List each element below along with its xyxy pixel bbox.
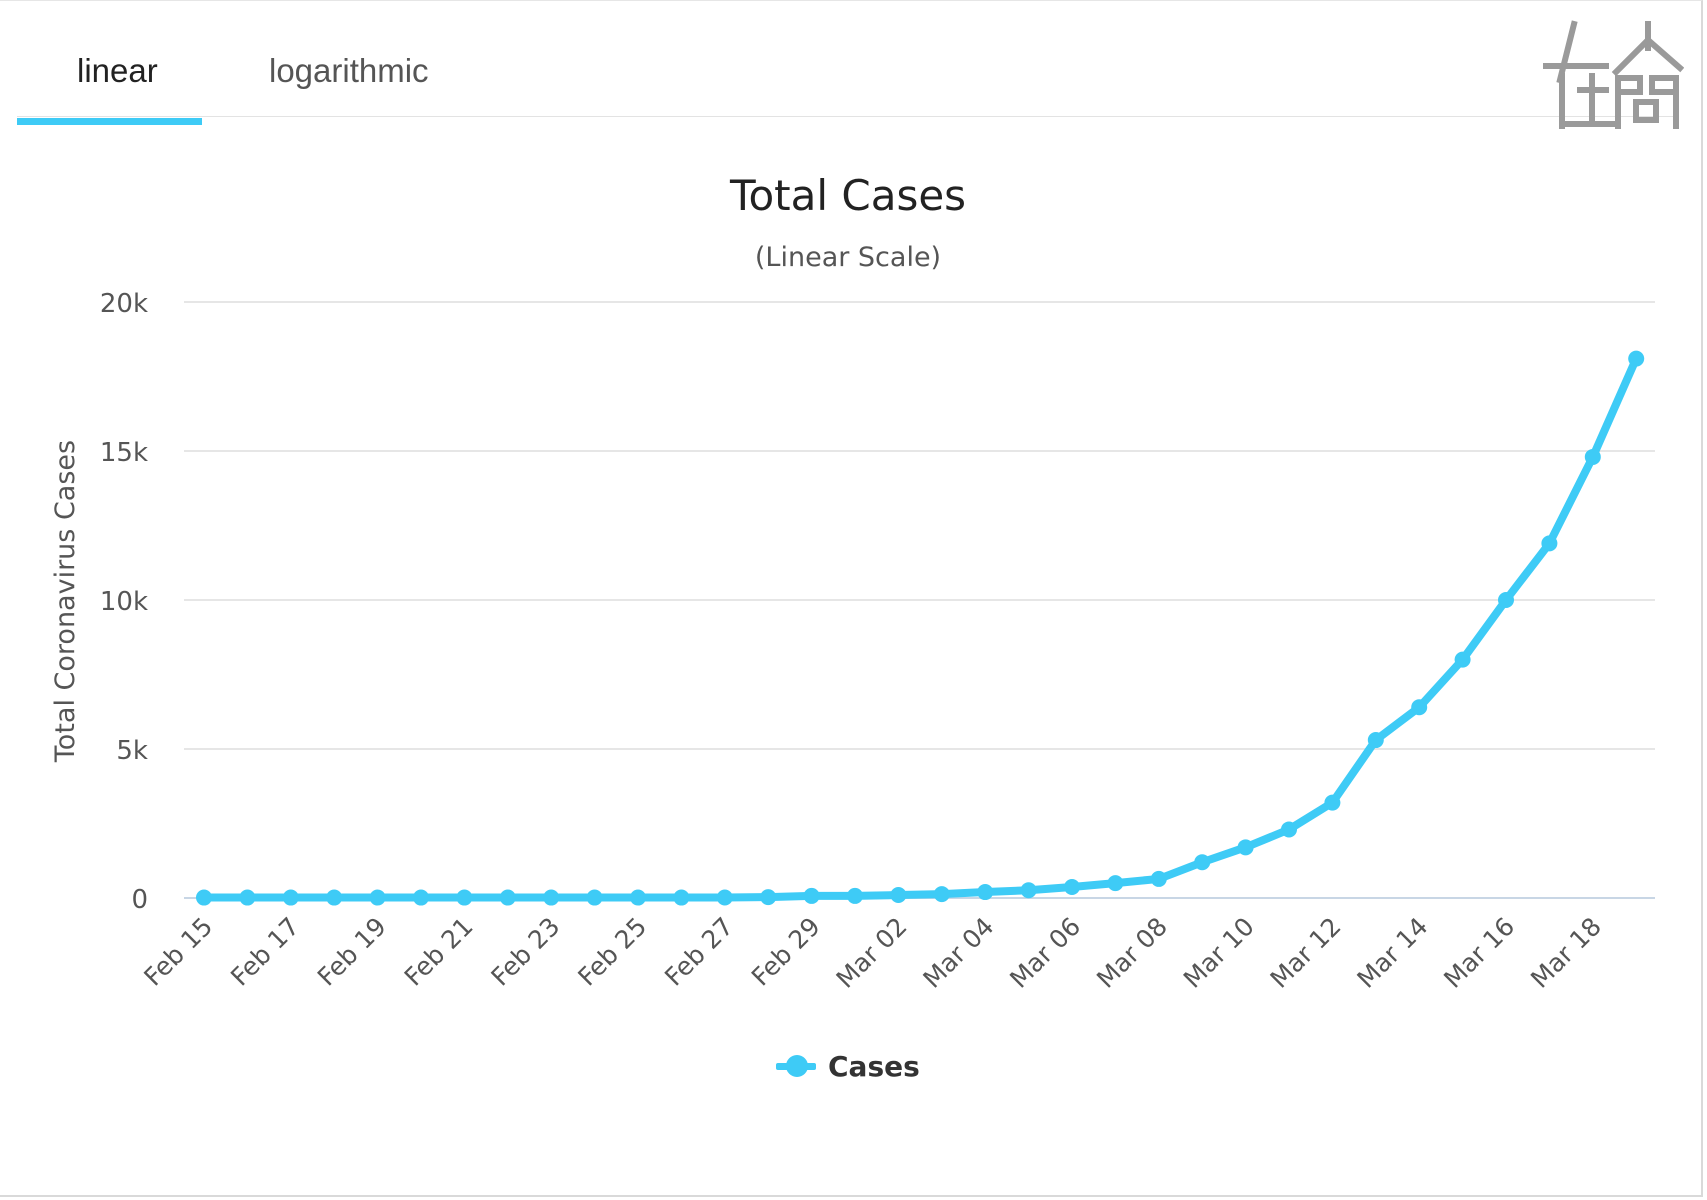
y-axis-title: Total Coronavirus Cases [50, 440, 81, 763]
series-line [200, 354, 1641, 902]
x-tick-label: Feb 21 [399, 912, 479, 992]
data-point[interactable] [1281, 821, 1297, 838]
tabs-divider [17, 116, 1677, 117]
x-axis-labels: Feb 15 Feb 17 Feb 19 Feb 21 Feb 23 Feb 25 Feb … [138, 912, 1607, 994]
y-axis-labels: 0 5k 10k 15k 20k [100, 289, 148, 915]
data-point[interactable] [1367, 732, 1384, 749]
logo-icon [1543, 20, 1685, 129]
data-point[interactable] [1150, 870, 1167, 887]
x-tick-label: Mar 14 [1351, 912, 1433, 994]
data-point[interactable] [1324, 794, 1341, 811]
data-point[interactable] [1628, 350, 1645, 367]
data-point[interactable] [196, 889, 212, 906]
data-point[interactable] [933, 886, 950, 903]
tab-linear[interactable]: linear [77, 52, 158, 89]
x-tick-label: Feb 25 [572, 912, 652, 992]
data-point[interactable] [1064, 878, 1080, 895]
y-tick-label: 15k [100, 438, 148, 468]
x-tick-label: Mar 02 [831, 912, 913, 994]
data-point[interactable] [977, 884, 994, 901]
x-tick-label: Feb 29 [746, 912, 826, 992]
data-point[interactable] [413, 889, 429, 906]
data-point[interactable] [760, 889, 777, 906]
active-tab-indicator [17, 118, 202, 125]
legend-label: Cases [828, 1049, 920, 1083]
data-point[interactable] [1411, 699, 1428, 716]
data-point[interactable] [1237, 839, 1254, 856]
grid-lines [184, 301, 1655, 899]
x-tick-label: Mar 16 [1438, 912, 1520, 994]
data-point[interactable] [847, 887, 863, 904]
x-tick-label: Feb 19 [312, 912, 392, 992]
x-tick-label: Mar 10 [1178, 912, 1260, 994]
tab-logarithmic[interactable]: logarithmic [269, 52, 429, 89]
data-point[interactable] [630, 889, 646, 906]
data-point[interactable] [716, 889, 733, 906]
data-point[interactable] [1584, 448, 1601, 465]
y-tick-label: 0 [131, 885, 148, 915]
data-point[interactable] [1498, 592, 1514, 608]
y-tick-label: 10k [100, 587, 148, 617]
x-tick-label: Feb 23 [486, 912, 566, 992]
data-point[interactable] [499, 889, 516, 906]
data-point[interactable] [1454, 651, 1471, 668]
y-tick-label: 20k [100, 289, 148, 319]
data-point[interactable] [890, 887, 907, 904]
data-point[interactable] [239, 889, 256, 906]
data-point[interactable] [1194, 854, 1211, 871]
data-point[interactable] [369, 889, 386, 906]
x-tick-label: Feb 27 [659, 912, 739, 992]
legend-marker-icon [776, 1055, 816, 1077]
watermark-logo [1540, 20, 1685, 130]
data-point[interactable] [1541, 535, 1558, 552]
x-tick-label: Mar 04 [917, 912, 999, 994]
chart-title: Total Cases [729, 171, 966, 220]
data-point[interactable] [282, 889, 299, 906]
data-point[interactable] [1020, 882, 1037, 899]
x-tick-label: Mar 18 [1525, 912, 1607, 994]
x-tick-label: Mar 12 [1265, 912, 1347, 994]
data-point[interactable] [456, 889, 473, 906]
x-tick-label: Mar 06 [1004, 912, 1086, 994]
legend-item-cases[interactable]: Cases [776, 1046, 920, 1086]
series-cases [196, 350, 1645, 906]
scale-tabs: linear logarithmic [17, 38, 1677, 126]
data-point[interactable] [543, 889, 560, 906]
x-tick-label: Feb 17 [225, 912, 305, 992]
x-tick-label: Mar 08 [1091, 912, 1173, 994]
data-point[interactable] [673, 889, 690, 906]
data-point[interactable] [1107, 875, 1124, 892]
data-point[interactable] [803, 887, 820, 904]
chart-subtitle: (Linear Scale) [755, 242, 941, 273]
y-tick-label: 5k [116, 736, 148, 766]
x-tick-label: Feb 15 [138, 912, 218, 992]
data-point[interactable] [326, 889, 343, 906]
data-point[interactable] [586, 889, 603, 906]
